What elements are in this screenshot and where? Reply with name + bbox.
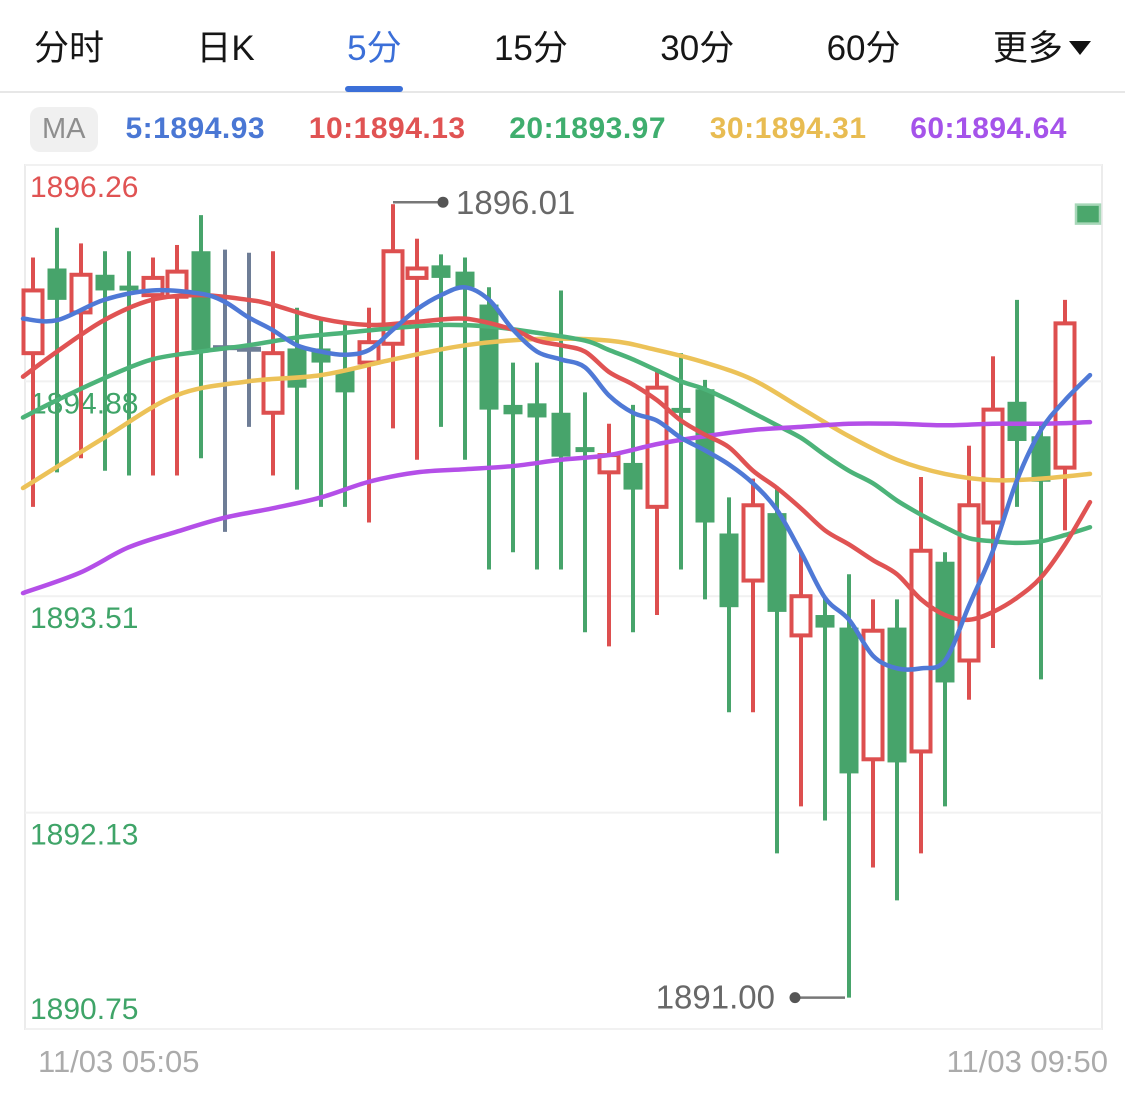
ma-lines-layer xyxy=(20,285,1093,672)
tab-1[interactable]: 分时 xyxy=(34,29,105,68)
ma-line-ma30 xyxy=(20,336,1093,491)
candle xyxy=(1031,425,1051,680)
low-annotation-dot xyxy=(789,992,801,1004)
candle xyxy=(909,477,933,854)
candle xyxy=(575,392,595,633)
candle xyxy=(623,404,643,633)
candle xyxy=(503,362,523,553)
x-axis-label-end: 11/03 09:50 xyxy=(947,1044,1108,1079)
candle xyxy=(431,254,451,427)
candle xyxy=(815,597,835,821)
y-axis-label-4: 1892.13 xyxy=(30,819,138,852)
candle xyxy=(767,486,787,854)
x-axis-label-start: 11/03 05:05 xyxy=(38,1044,199,1079)
candle xyxy=(695,379,715,600)
candle xyxy=(1007,299,1027,507)
candle xyxy=(69,243,93,459)
tab-5[interactable]: 30分 xyxy=(660,29,735,68)
ma-value-3: 20:1893.97 xyxy=(509,112,667,145)
candle xyxy=(957,445,981,700)
high-annotation-label: 1896.01 xyxy=(456,184,575,221)
more-dropdown[interactable]: 更多 xyxy=(993,0,1091,92)
tab-6[interactable]: 60分 xyxy=(826,29,901,68)
candle xyxy=(839,574,859,998)
ma-value-5: 60:1894.64 xyxy=(910,112,1067,145)
ma-line-ma20 xyxy=(20,322,1093,546)
candle xyxy=(887,599,907,901)
ma-line-ma60 xyxy=(20,419,1093,596)
candle xyxy=(357,307,381,523)
ma-value-1: 5:1894.93 xyxy=(125,112,266,145)
ma-legend-row: MA 5:1894.93 10:1894.13 20:1893.97 30:1894.… xyxy=(0,95,1125,163)
ma-values: 5:1894.93 10:1894.13 20:1893.97 30:1894.31 6… xyxy=(126,112,1096,146)
candle xyxy=(213,249,237,532)
candle xyxy=(527,362,547,570)
tab-4[interactable]: 15分 xyxy=(493,29,568,68)
y-axis-label-3: 1893.51 xyxy=(30,602,138,635)
candle xyxy=(405,238,429,460)
candles-layer xyxy=(21,204,1077,998)
candle xyxy=(479,287,499,570)
candle xyxy=(741,478,765,713)
interval-tabbar: 分时 日K 5分 15分 30分 60分 更多 xyxy=(0,0,1125,93)
last-price-marker xyxy=(1074,203,1102,225)
candle xyxy=(311,317,331,507)
more-label: 更多 xyxy=(992,29,1063,68)
candle xyxy=(935,552,955,807)
high-annotation-dot xyxy=(437,196,449,208)
candle xyxy=(165,244,189,476)
candle xyxy=(335,323,355,507)
candle xyxy=(789,552,813,807)
candle xyxy=(861,599,885,868)
candle xyxy=(551,290,571,570)
active-tab-underline xyxy=(345,86,404,92)
candle xyxy=(261,251,285,476)
ma-badge: MA xyxy=(30,106,98,152)
candle xyxy=(237,252,261,427)
candle xyxy=(95,251,115,471)
ma-line-ma10 xyxy=(20,292,1093,623)
candle xyxy=(455,257,475,460)
ma-line-ma5 xyxy=(20,285,1093,672)
candle xyxy=(119,251,139,476)
candle xyxy=(981,356,1005,648)
tab-3[interactable]: 5分 xyxy=(345,0,404,92)
tab-2[interactable]: 日K xyxy=(196,29,255,68)
candle xyxy=(381,204,405,429)
ma-value-2: 10:1894.13 xyxy=(308,112,466,145)
candle xyxy=(1053,299,1077,531)
y-axis-label-1: 1896.26 xyxy=(30,171,138,204)
candle xyxy=(191,215,211,459)
ma-value-4: 30:1894.31 xyxy=(709,112,867,145)
y-axis-label-5: 1890.75 xyxy=(30,993,138,1026)
candle xyxy=(671,353,691,570)
chevron-down-icon xyxy=(1068,40,1091,55)
low-annotation-label: 1891.00 xyxy=(656,979,775,1016)
candle xyxy=(719,497,739,713)
